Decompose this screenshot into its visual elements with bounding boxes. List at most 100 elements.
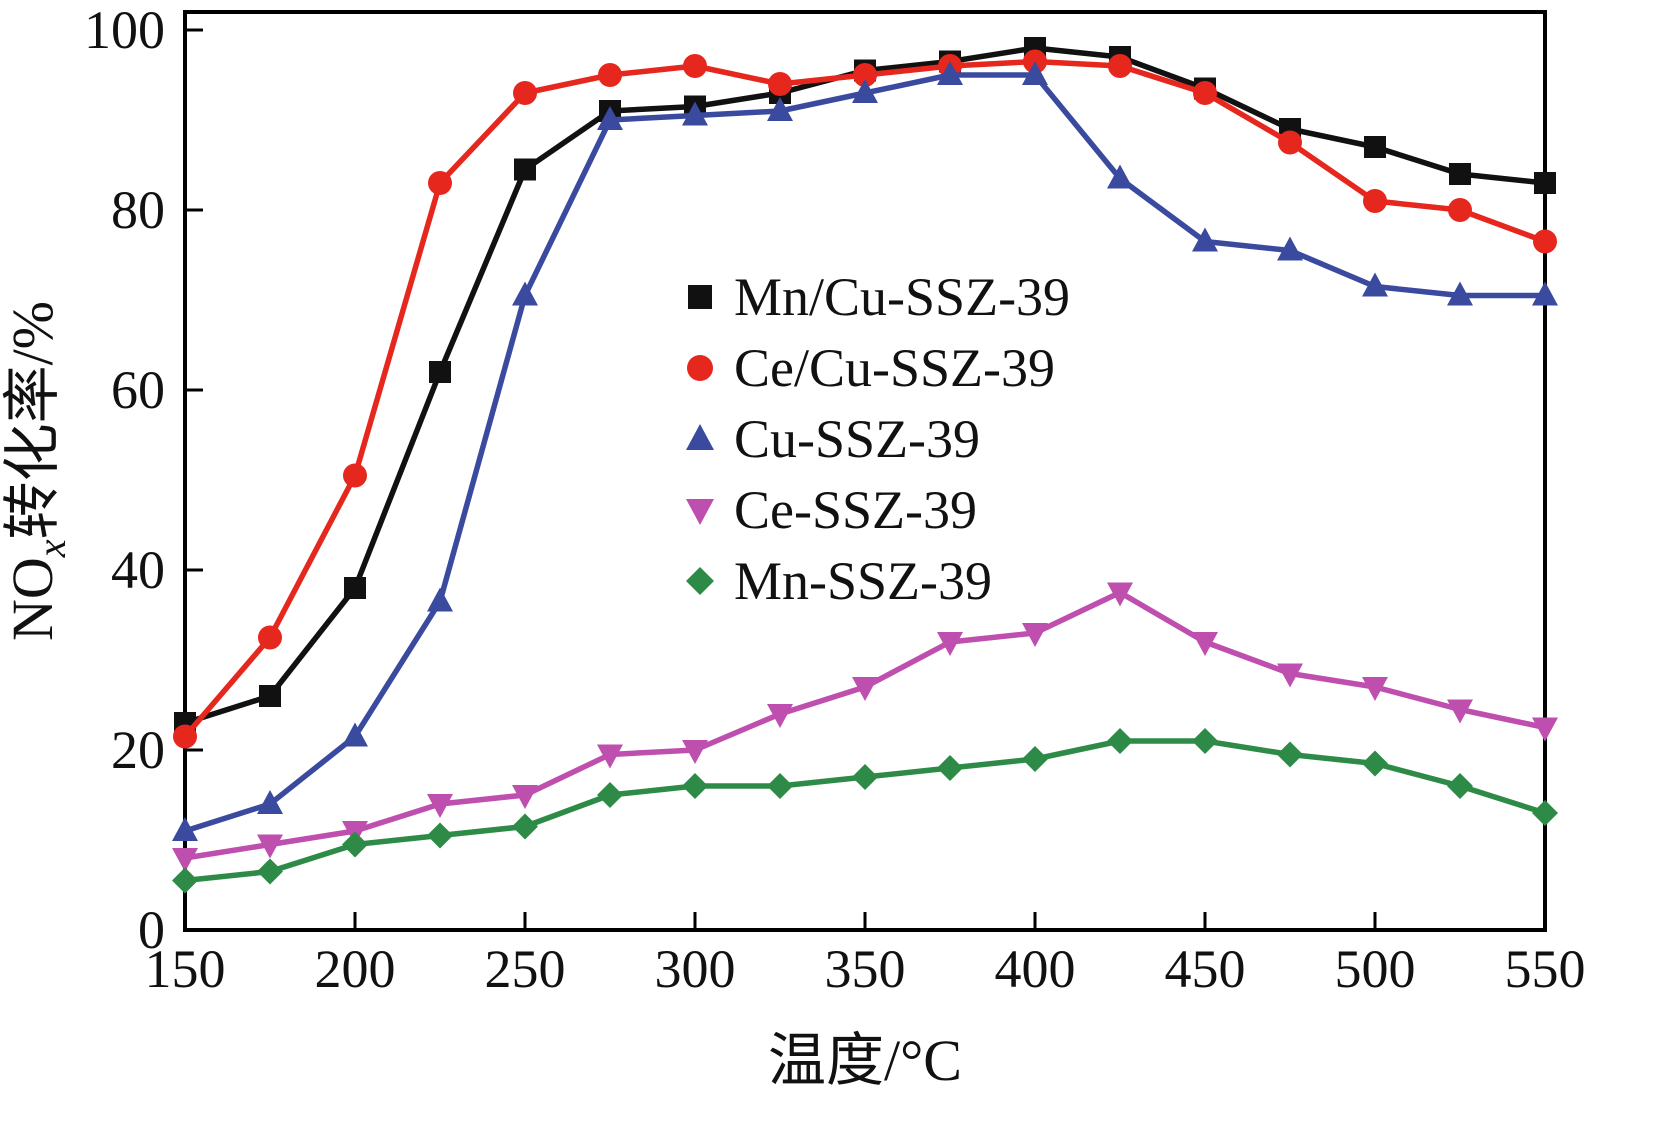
data-point-marker xyxy=(597,106,623,130)
data-point-marker xyxy=(258,625,282,650)
data-point-marker xyxy=(1108,54,1132,78)
data-point-marker xyxy=(1192,632,1218,656)
data-point-marker xyxy=(688,285,712,309)
plot-frame xyxy=(183,10,1547,932)
x-tick-label: 450 xyxy=(1165,939,1246,999)
series-Mn-SSZ-39 xyxy=(172,728,1558,894)
data-point-marker xyxy=(257,858,283,885)
data-point-marker xyxy=(343,463,367,488)
data-point-marker xyxy=(427,794,453,818)
data-point-marker xyxy=(1449,163,1471,185)
data-point-marker xyxy=(852,677,878,701)
data-point-marker xyxy=(682,740,708,764)
data-point-marker xyxy=(686,567,714,595)
data-point-marker xyxy=(1192,728,1218,754)
data-point-marker xyxy=(512,281,538,306)
x-tick-label: 300 xyxy=(655,939,736,999)
series-line xyxy=(182,738,1548,884)
x-axis-title: 温度/°C xyxy=(768,1028,962,1093)
data-point-marker xyxy=(1447,281,1473,306)
data-point-marker xyxy=(682,773,708,799)
x-tick-label: 250 xyxy=(485,939,566,999)
data-point-marker xyxy=(1022,746,1048,772)
legend-label: Mn-SSZ-39 xyxy=(734,551,992,611)
data-point-marker xyxy=(686,499,714,525)
data-point-marker xyxy=(428,171,452,195)
x-tick-label: 550 xyxy=(1505,939,1586,999)
series-line xyxy=(182,58,1548,740)
data-point-marker xyxy=(172,867,198,894)
data-point-marker xyxy=(342,831,368,858)
data-point-marker xyxy=(427,822,453,849)
series-Ce-SSZ-39 xyxy=(172,582,1558,872)
data-point-marker xyxy=(172,817,198,841)
x-tick-label: 150 xyxy=(145,939,226,999)
data-point-marker xyxy=(1534,172,1556,194)
data-point-marker xyxy=(598,63,622,87)
data-point-marker xyxy=(687,355,713,381)
x-tick-label: 500 xyxy=(1335,939,1416,999)
data-point-marker xyxy=(512,813,538,840)
data-point-marker xyxy=(1362,750,1388,777)
legend: Mn/Cu-SSZ-39 Ce/Cu-SSZ-39 Cu-SSZ-39 Ce-SSZ-… xyxy=(686,267,1070,611)
data-point-marker xyxy=(1107,582,1133,607)
data-point-marker xyxy=(1363,189,1387,213)
data-point-marker xyxy=(342,722,368,747)
data-point-marker xyxy=(1362,272,1388,297)
y-tick-label: 40 xyxy=(111,540,165,600)
data-point-marker xyxy=(767,97,793,121)
y-tick-label: 60 xyxy=(111,360,165,420)
data-point-marker xyxy=(513,81,537,105)
data-point-marker xyxy=(937,61,963,85)
data-point-marker xyxy=(768,72,792,96)
data-point-marker xyxy=(429,361,451,383)
data-point-marker xyxy=(1532,717,1558,742)
y-tick-label: 100 xyxy=(84,0,165,60)
data-point-marker xyxy=(1022,623,1048,647)
data-point-marker xyxy=(1532,281,1558,306)
data-point-marker xyxy=(597,782,623,808)
data-point-marker xyxy=(427,587,453,612)
data-point-marker xyxy=(1022,61,1048,85)
legend-label: Cu-SSZ-39 xyxy=(734,409,980,469)
x-tick-label: 200 xyxy=(315,939,396,999)
data-point-marker xyxy=(1362,677,1388,701)
series-Ce/Cu-SSZ-39 xyxy=(173,49,1557,749)
y-tick-label: 0 xyxy=(138,900,165,960)
data-point-marker xyxy=(1277,236,1303,261)
data-point-marker xyxy=(257,834,283,859)
data-point-marker xyxy=(597,744,623,769)
data-point-marker xyxy=(1193,81,1217,105)
data-point-marker xyxy=(514,158,536,181)
data-point-marker xyxy=(683,54,707,78)
data-point-marker xyxy=(512,785,538,809)
data-point-marker xyxy=(852,79,878,103)
data-point-marker xyxy=(1533,229,1557,254)
series-line xyxy=(182,589,1548,861)
x-tick-label: 350 xyxy=(825,939,906,999)
y-tick-label: 80 xyxy=(111,180,165,240)
x-tick-label: 400 xyxy=(995,939,1076,999)
data-point-marker xyxy=(259,685,281,707)
data-point-marker xyxy=(682,101,708,126)
data-point-marker xyxy=(1448,198,1472,222)
data-point-marker xyxy=(1107,164,1133,189)
data-point-marker xyxy=(767,773,793,799)
data-point-marker xyxy=(853,63,877,87)
data-point-marker xyxy=(1532,800,1558,826)
data-point-marker xyxy=(172,848,198,872)
data-point-marker xyxy=(1447,773,1473,799)
data-point-marker xyxy=(686,424,714,450)
data-point-marker xyxy=(1278,130,1302,155)
series-Cu-SSZ-39 xyxy=(172,61,1558,841)
data-point-marker xyxy=(1277,741,1303,768)
data-point-marker xyxy=(1277,663,1303,688)
data-point-marker xyxy=(852,764,878,790)
data-point-marker xyxy=(1192,227,1218,252)
data-point-marker xyxy=(173,724,197,749)
data-point-marker xyxy=(257,790,283,814)
data-point-marker xyxy=(767,704,793,728)
data-point-marker xyxy=(344,577,366,599)
